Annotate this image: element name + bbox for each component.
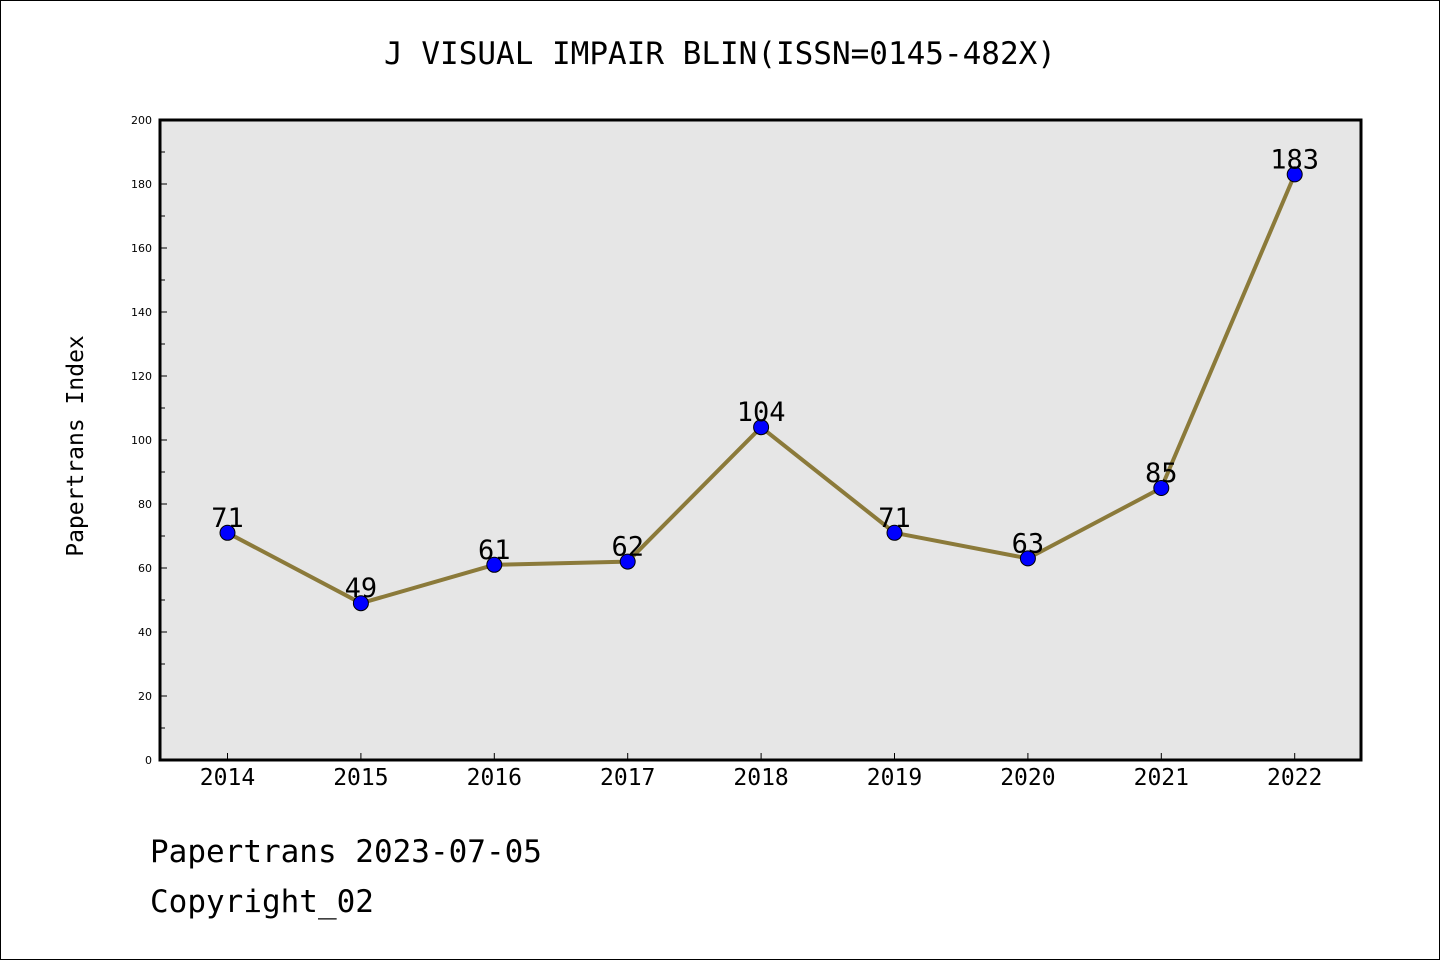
data-point-marker	[352, 595, 369, 612]
y-tick-label: 120	[131, 370, 152, 383]
y-tick-label: 0	[145, 754, 152, 767]
series-group: 71 49 61 62 104 71 63 85 183	[211, 144, 1319, 612]
x-tick-label: 2021	[1134, 765, 1189, 791]
data-point-marker	[1286, 166, 1303, 183]
y-tick-label: 180	[131, 178, 152, 191]
y-tick-label: 20	[138, 690, 152, 703]
data-label: 61	[478, 535, 511, 566]
x-tick-label: 2016	[467, 765, 522, 791]
data-point-marker	[619, 553, 636, 570]
data-label: 63	[1012, 528, 1045, 559]
data-label: 85	[1145, 458, 1178, 489]
data-point-marker	[753, 419, 770, 436]
x-tick-label: 2022	[1267, 765, 1322, 791]
x-tick-label: 2019	[867, 765, 922, 791]
data-point-marker	[1153, 480, 1170, 496]
data-label: 49	[345, 573, 378, 604]
x-tick-label: 2018	[733, 765, 788, 791]
data-point-marker	[486, 556, 503, 573]
data-label: 104	[737, 397, 786, 428]
footer-date-text: Papertrans 2023-07-05	[150, 834, 542, 870]
y-tick-label: 200	[131, 114, 152, 127]
data-label: 62	[611, 532, 644, 563]
y-tick-label: 40	[138, 626, 152, 639]
x-tick-label: 2015	[333, 765, 388, 791]
x-tick-label: 2017	[600, 765, 655, 791]
x-tick-label: 2014	[200, 765, 255, 791]
data-point-marker	[219, 524, 236, 541]
x-axis-ticks: 2014 2015 2016 2017 2018 2019 2020 2021 2022	[200, 753, 1322, 791]
chart-title: J VISUAL IMPAIR BLIN(ISSN=0145-482X)	[384, 36, 1056, 72]
y-tick-label: 140	[131, 306, 152, 319]
data-label: 183	[1270, 144, 1319, 175]
y-tick-label: 160	[131, 242, 152, 255]
y-tick-label: 60	[138, 562, 152, 575]
y-tick-label: 100	[131, 434, 152, 447]
footer-copyright-text: Copyright_02	[150, 884, 374, 920]
y-tick-label: 80	[138, 498, 152, 511]
data-point-marker	[1019, 550, 1036, 567]
data-point-marker	[886, 524, 903, 541]
data-label: 71	[878, 503, 911, 534]
x-tick-label: 2020	[1000, 765, 1055, 791]
plot-border	[158, 118, 1363, 762]
data-label: 71	[211, 503, 244, 534]
plot-area	[160, 120, 1361, 760]
